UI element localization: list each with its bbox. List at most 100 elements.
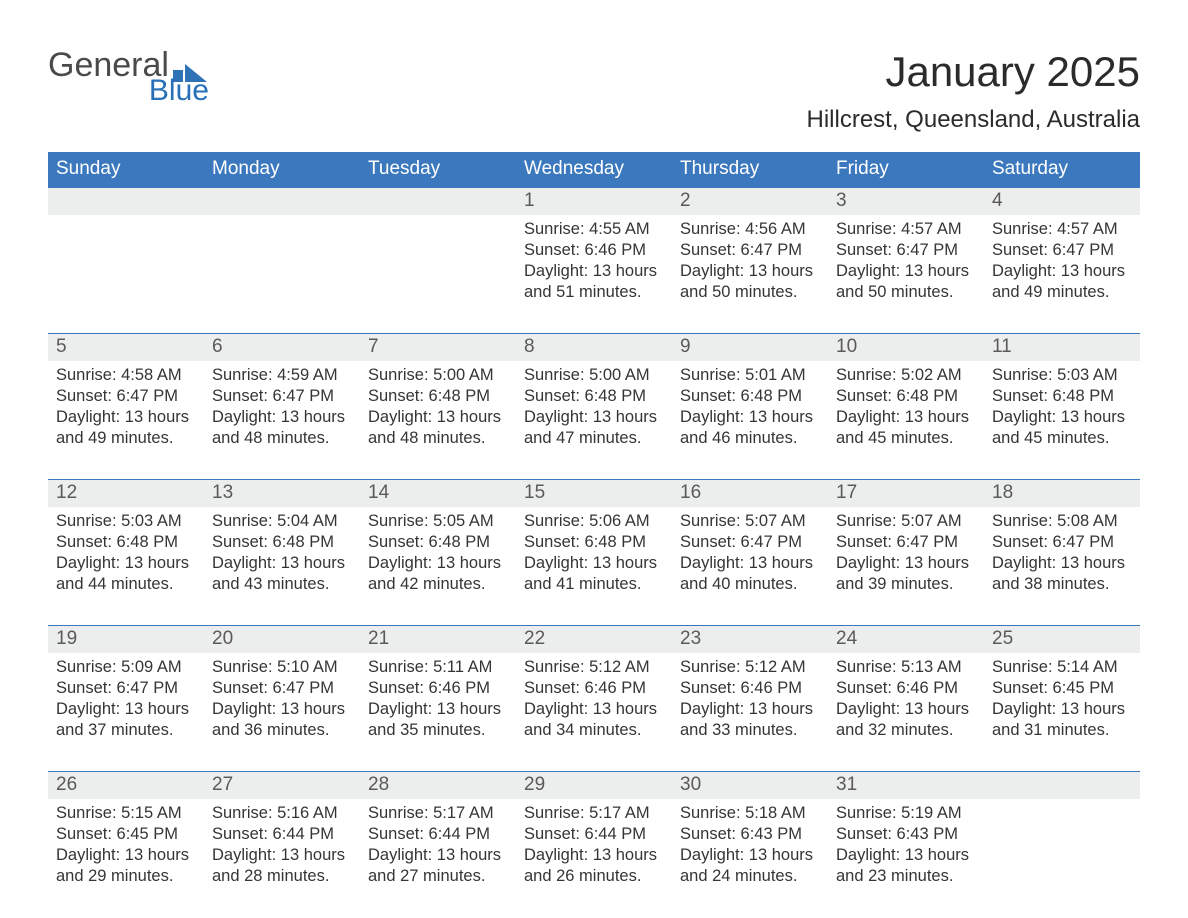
sunset-line: Sunset: 6:46 PM [836,678,976,699]
sunrise-line: Sunrise: 5:10 AM [212,657,352,678]
header: General Blue January 2025 Hillcrest, Que… [48,48,1140,134]
sunrise-line: Sunrise: 5:00 AM [524,365,664,386]
sunrise-line: Sunrise: 5:00 AM [368,365,508,386]
day-number: 11 [984,334,1140,361]
sunrise-line: Sunrise: 5:07 AM [680,511,820,532]
sunset-line: Sunset: 6:46 PM [368,678,508,699]
day-cell: Sunrise: 5:00 AMSunset: 6:48 PMDaylight:… [360,361,516,479]
daylight-line: Daylight: 13 hours and 50 minutes. [836,261,976,303]
day-number: 19 [48,626,204,653]
day-cell: Sunrise: 5:11 AMSunset: 6:46 PMDaylight:… [360,653,516,771]
day-cell: Sunrise: 5:12 AMSunset: 6:46 PMDaylight:… [672,653,828,771]
day-number: 12 [48,480,204,507]
sunset-line: Sunset: 6:46 PM [524,240,664,261]
calendar: SundayMondayTuesdayWednesdayThursdayFrid… [48,152,1140,899]
day-cell: Sunrise: 5:03 AMSunset: 6:48 PMDaylight:… [984,361,1140,479]
day-number: 1 [516,188,672,215]
daylight-line: Daylight: 13 hours and 44 minutes. [56,553,196,595]
dow-saturday: Saturday [984,152,1140,187]
sunrise-line: Sunrise: 5:09 AM [56,657,196,678]
daylight-line: Daylight: 13 hours and 32 minutes. [836,699,976,741]
sunset-line: Sunset: 6:46 PM [680,678,820,699]
dow-monday: Monday [204,152,360,187]
daylight-line: Daylight: 13 hours and 39 minutes. [836,553,976,595]
sunrise-line: Sunrise: 4:57 AM [992,219,1132,240]
daylight-line: Daylight: 13 hours and 33 minutes. [680,699,820,741]
day-number-strip: 262728293031 [48,772,1140,799]
daylight-line: Daylight: 13 hours and 51 minutes. [524,261,664,303]
day-number: 20 [204,626,360,653]
location-subtitle: Hillcrest, Queensland, Australia [807,106,1141,134]
logo-text-blue: Blue [48,76,211,106]
day-number [984,772,1140,799]
day-number: 3 [828,188,984,215]
day-cell: Sunrise: 5:12 AMSunset: 6:46 PMDaylight:… [516,653,672,771]
sunset-line: Sunset: 6:45 PM [992,678,1132,699]
day-number [204,188,360,215]
week-row: 567891011 Sunrise: 4:58 AM Sunset: 6:47 PM… [48,333,1140,479]
day-number: 6 [204,334,360,361]
day-cell: Sunrise: 5:06 AMSunset: 6:48 PMDaylight:… [516,507,672,625]
sunset-line: Sunset: 6:47 PM [680,240,820,261]
day-cell: Sunrise: 5:13 AMSunset: 6:46 PMDaylight:… [828,653,984,771]
daylight-line: Daylight: 13 hours and 23 minutes. [836,845,976,887]
sunrise-line: Sunrise: 5:11 AM [368,657,508,678]
sunrise-line: Sunrise: 5:07 AM [836,511,976,532]
day-cell: Sunrise: 5:02 AMSunset: 6:48 PMDaylight:… [828,361,984,479]
day-cell: Sunrise: 5:16 AMSunset: 6:44 PMDaylight:… [204,799,360,899]
sunset-line: Sunset: 6:48 PM [680,386,820,407]
day-number-strip: 12131415161718 [48,480,1140,507]
day-number: 4 [984,188,1140,215]
day-cell: Sunrise: 5:05 AMSunset: 6:48 PMDaylight:… [360,507,516,625]
day-cell: Sunrise: 5:07 AMSunset: 6:47 PMDaylight:… [828,507,984,625]
day-cell: Sunrise: 5:07 AMSunset: 6:47 PMDaylight:… [672,507,828,625]
day-cell: Sunrise: 5:08 AMSunset: 6:47 PMDaylight:… [984,507,1140,625]
sunrise-line: Sunrise: 5:08 AM [992,511,1132,532]
day-number: 13 [204,480,360,507]
day-number: 9 [672,334,828,361]
sunrise-line: Sunrise: 5:01 AM [680,365,820,386]
sunrise-line: Sunrise: 4:58 AM [56,365,196,386]
sunrise-line: Sunrise: 5:16 AM [212,803,352,824]
daylight-line: Daylight: 13 hours and 34 minutes. [524,699,664,741]
daylight-line: Daylight: 13 hours and 36 minutes. [212,699,352,741]
day-number: 10 [828,334,984,361]
sunrise-line: Sunrise: 5:06 AM [524,511,664,532]
day-number: 17 [828,480,984,507]
dow-sunday: Sunday [48,152,204,187]
day-number: 16 [672,480,828,507]
sunset-line: Sunset: 6:48 PM [836,386,976,407]
sunset-line: Sunset: 6:47 PM [212,386,352,407]
sunrise-line: Sunrise: 5:04 AM [212,511,352,532]
daylight-line: Daylight: 13 hours and 49 minutes. [992,261,1132,303]
week-row: 12131415161718Sunrise: 5:03 AMSunset: 6:… [48,479,1140,625]
sunrise-line: Sunrise: 5:13 AM [836,657,976,678]
sunset-line: Sunset: 6:47 PM [212,678,352,699]
day-cell: Sunrise: 4:56 AMSunset: 6:47 PMDaylight:… [672,215,828,333]
day-cell: Sunrise: 5:17 AMSunset: 6:44 PMDaylight:… [360,799,516,899]
day-cell: Sunrise: 5:14 AMSunset: 6:45 PMDaylight:… [984,653,1140,771]
day-cell: Sunrise: 5:19 AMSunset: 6:43 PMDaylight:… [828,799,984,899]
day-cell [48,215,204,333]
dow-tuesday: Tuesday [360,152,516,187]
day-number: 25 [984,626,1140,653]
day-number-strip: 567891011 [48,334,1140,361]
sunrise-line: Sunrise: 5:14 AM [992,657,1132,678]
day-number: 23 [672,626,828,653]
sunrise-line: Sunrise: 5:02 AM [836,365,976,386]
sunset-line: Sunset: 6:44 PM [368,824,508,845]
sunset-line: Sunset: 6:47 PM [56,678,196,699]
sunset-line: Sunset: 6:47 PM [992,240,1132,261]
day-number: 7 [360,334,516,361]
week-row: 19202122232425Sunrise: 5:09 AMSunset: 6:… [48,625,1140,771]
day-number: 24 [828,626,984,653]
sunset-line: Sunset: 6:48 PM [524,386,664,407]
sunrise-line: Sunrise: 5:15 AM [56,803,196,824]
daylight-line: Daylight: 13 hours and 48 minutes. [368,407,508,449]
daylight-line: Daylight: 13 hours and 27 minutes. [368,845,508,887]
day-cell: Sunrise: 5:18 AMSunset: 6:43 PMDaylight:… [672,799,828,899]
day-number: 18 [984,480,1140,507]
sunset-line: Sunset: 6:47 PM [680,532,820,553]
day-cell [360,215,516,333]
daylight-line: Daylight: 13 hours and 45 minutes. [992,407,1132,449]
